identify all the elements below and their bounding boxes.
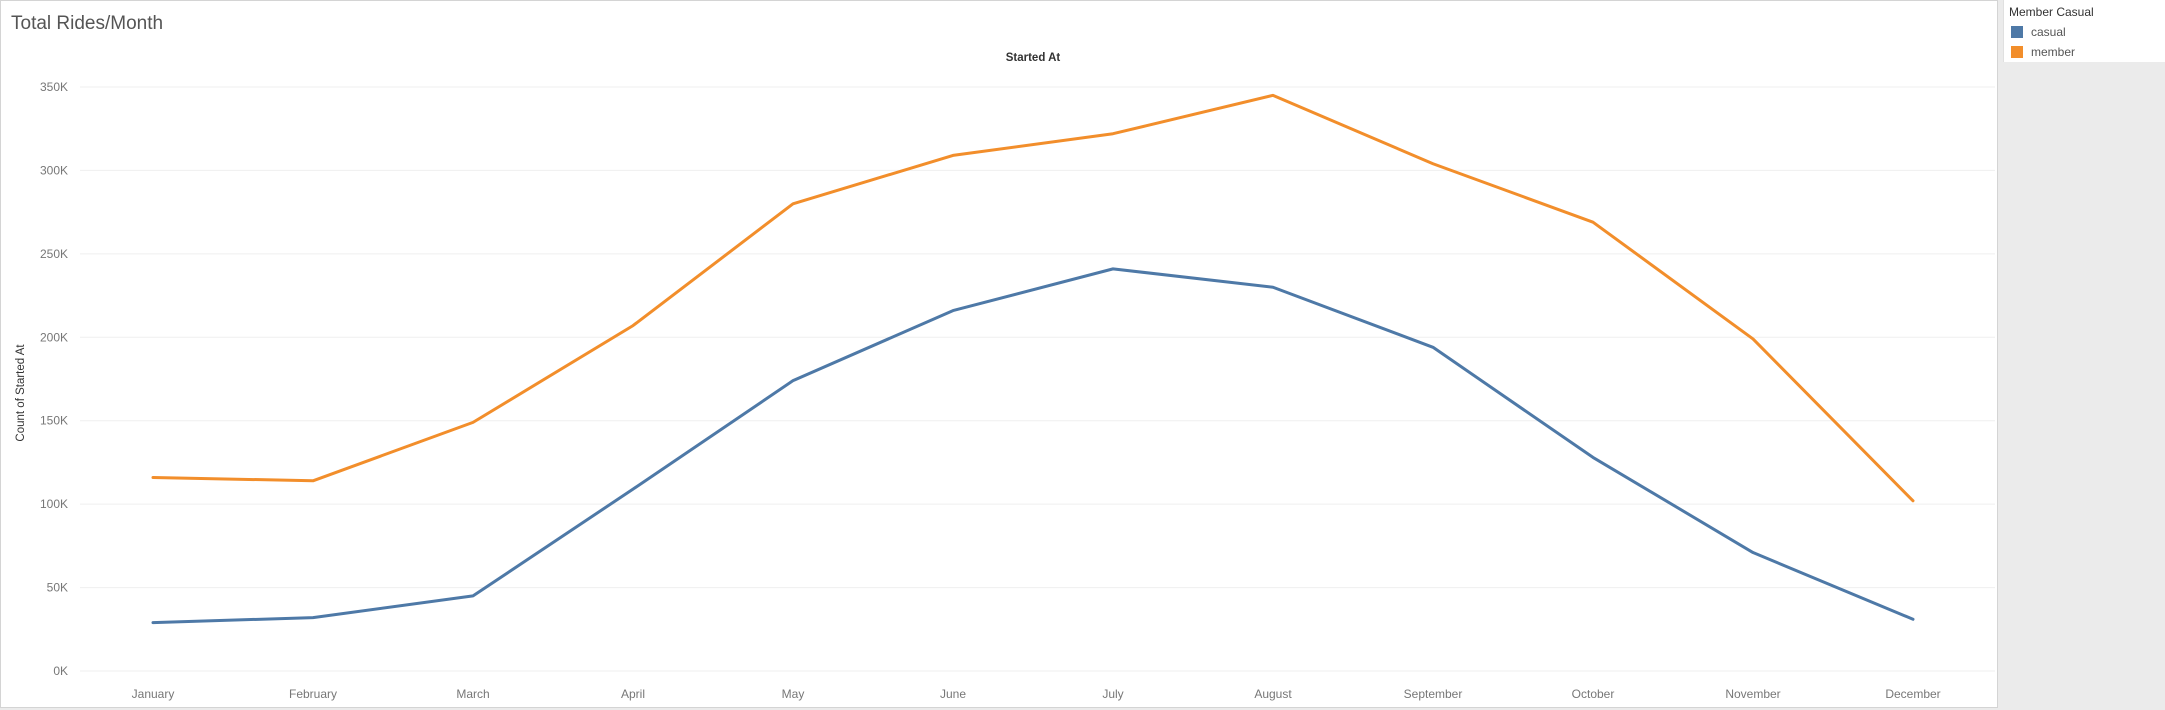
data-point-member[interactable] [947, 149, 959, 161]
data-point-casual[interactable] [1107, 263, 1119, 275]
data-point-member[interactable] [307, 475, 319, 487]
data-point-member[interactable] [467, 416, 479, 428]
y-tick-label: 300K [40, 163, 68, 177]
data-point-member[interactable] [147, 471, 159, 483]
data-point-casual[interactable] [1427, 341, 1439, 353]
data-point-casual[interactable] [147, 617, 159, 629]
legend-label-member: member [2031, 45, 2076, 59]
data-point-member[interactable] [1427, 158, 1439, 170]
data-point-casual[interactable] [627, 483, 639, 495]
x-tick-label: May [782, 687, 805, 701]
y-tick-label: 100K [40, 497, 68, 511]
y-tick-label: 350K [40, 80, 68, 94]
x-tick-label: November [1725, 687, 1780, 701]
legend-label-casual: casual [2031, 25, 2066, 39]
x-tick-label: March [456, 687, 489, 701]
y-axis-title: Count of Started At [15, 344, 27, 442]
data-point-member[interactable] [1107, 128, 1119, 140]
legend-title: Member Casual [2009, 5, 2094, 19]
legend: Member Casual casual member [2003, 0, 2165, 62]
data-point-member[interactable] [1747, 333, 1759, 345]
line-chart: Started At Count of Started At 0K 50K 100K… [15, 52, 1995, 701]
legend-swatch-casual [2011, 26, 2023, 38]
data-point-member[interactable] [627, 320, 639, 332]
data-point-casual[interactable] [1747, 547, 1759, 559]
gridlines [80, 86, 1995, 672]
data-point-member[interactable] [1907, 495, 1919, 507]
x-tick-label: June [940, 687, 966, 701]
x-tick-label: April [621, 687, 645, 701]
data-point-member[interactable] [1587, 216, 1599, 228]
worksheet-panel: Total Rides/Month [0, 0, 1998, 708]
data-point-casual[interactable] [467, 590, 479, 602]
x-tick-label: July [1102, 687, 1123, 701]
x-tick-label: October [1572, 687, 1615, 701]
series-line-member[interactable] [151, 93, 1915, 503]
data-point-member[interactable] [787, 198, 799, 210]
y-tick-label: 150K [40, 414, 68, 428]
x-axis-ticks: January February March April May June July Augu… [132, 687, 1941, 701]
y-tick-label: 250K [40, 247, 68, 261]
chart-header-title: Started At [1006, 52, 1061, 64]
data-point-casual[interactable] [1587, 451, 1599, 463]
y-tick-label: 50K [47, 581, 68, 595]
data-point-casual[interactable] [307, 612, 319, 624]
x-tick-label: September [1404, 687, 1463, 701]
y-tick-label: 0K [53, 664, 68, 678]
sheet-title: Total Rides/Month [11, 13, 164, 34]
x-tick-label: December [1885, 687, 1940, 701]
series-lines [147, 89, 1919, 629]
data-point-casual[interactable] [1267, 281, 1279, 293]
data-point-member[interactable] [1267, 89, 1279, 101]
legend-swatch-member [2011, 46, 2023, 58]
y-tick-label: 200K [40, 330, 68, 344]
x-tick-label: January [132, 687, 175, 701]
x-tick-label: August [1254, 687, 1292, 701]
data-point-casual[interactable] [1907, 613, 1919, 625]
y-axis-ticks: 0K 50K 100K 150K 200K 250K 300K 350K [40, 80, 68, 678]
data-point-casual[interactable] [787, 375, 799, 387]
data-point-casual[interactable] [947, 305, 959, 317]
x-tick-label: February [289, 687, 337, 701]
series-line-casual[interactable] [151, 267, 1915, 625]
